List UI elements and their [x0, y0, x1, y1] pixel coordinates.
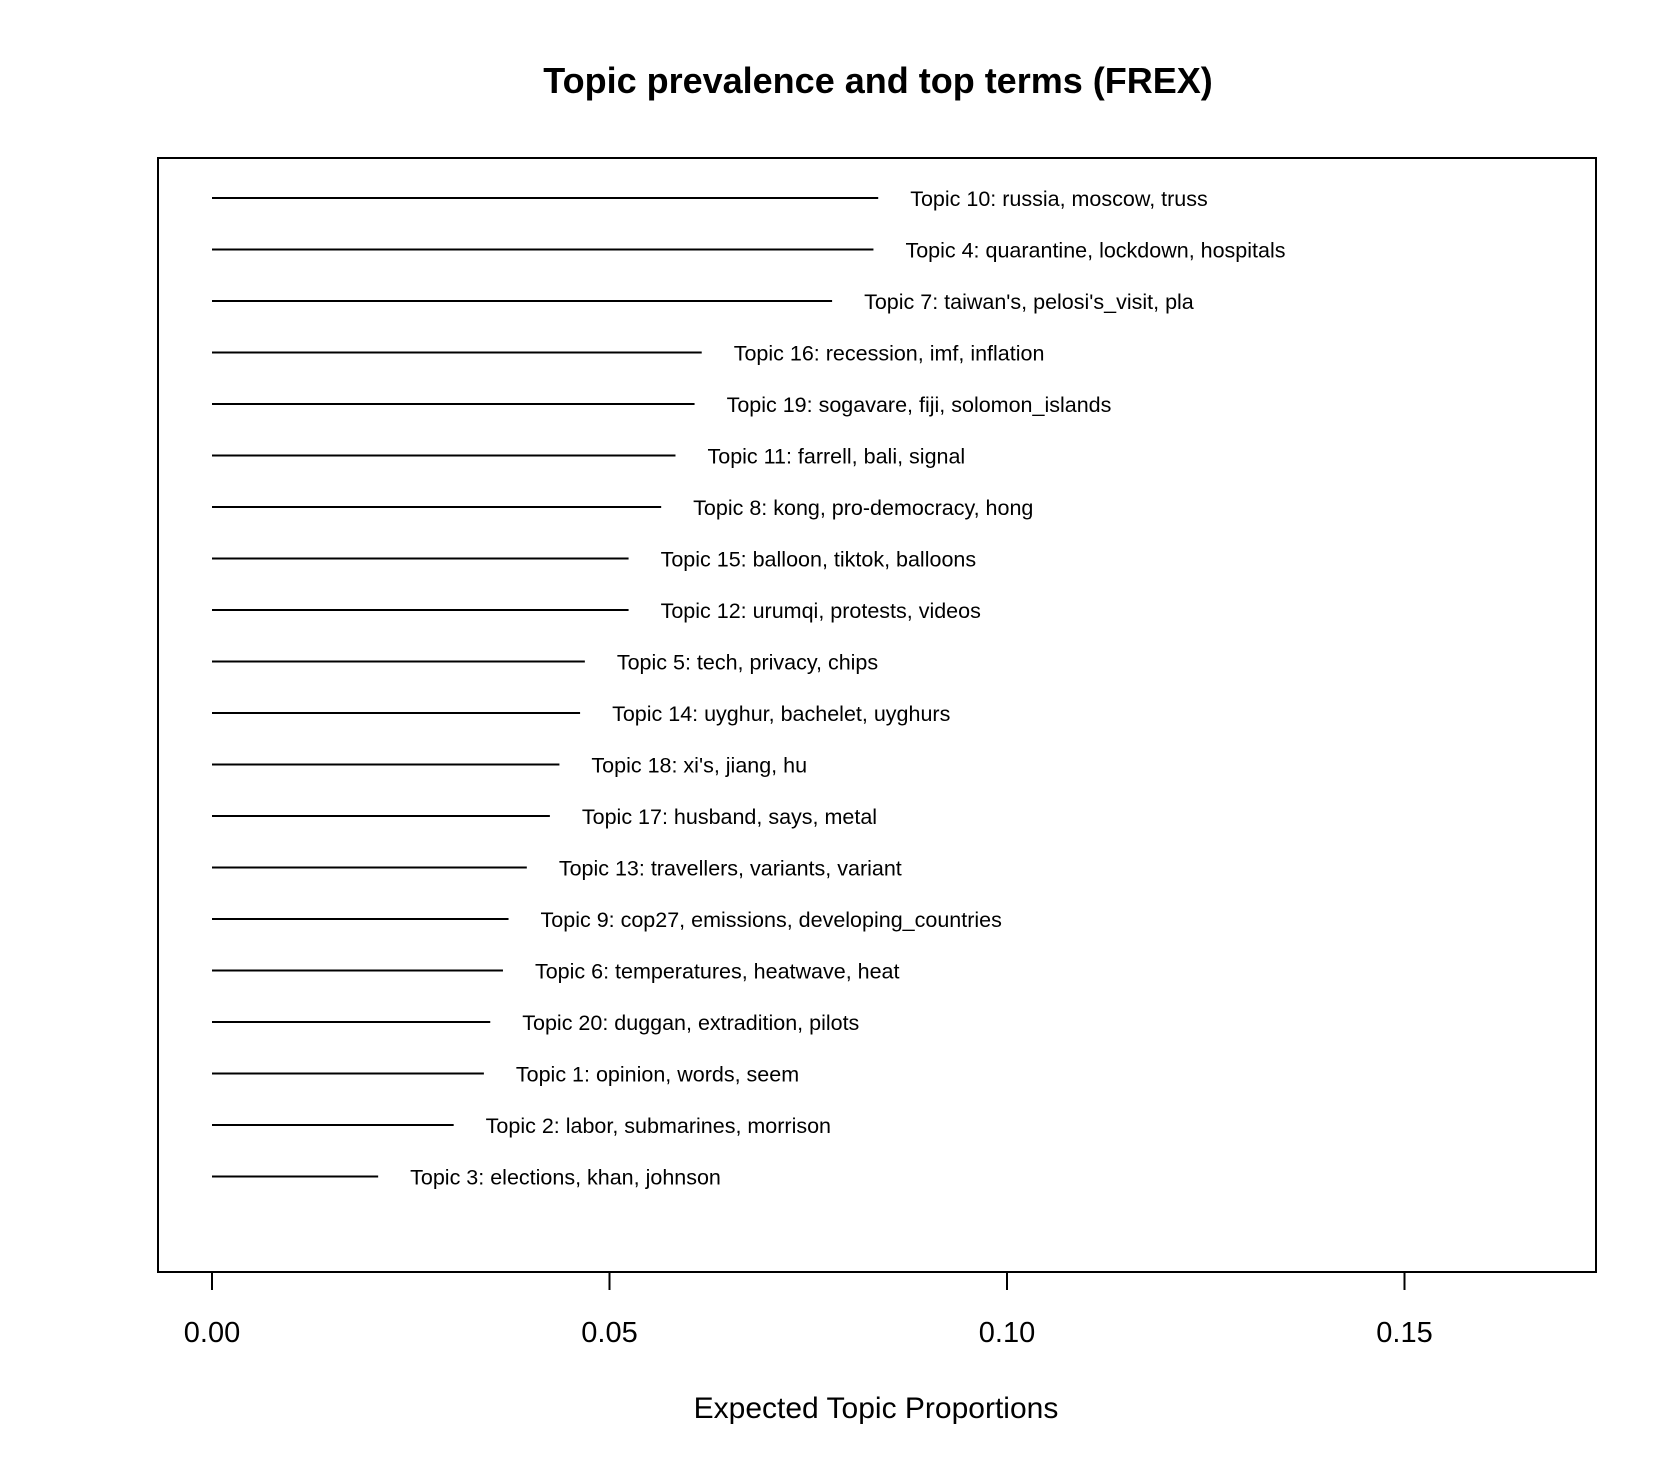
bar-label: Topic 10: russia, moscow, truss — [910, 187, 1208, 211]
bar-label: Topic 16: recession, imf, inflation — [734, 342, 1045, 366]
bar-label: Topic 1: opinion, words, seem — [516, 1063, 799, 1087]
x-tick-label: 0.05 — [581, 1317, 637, 1349]
x-tick-label: 0.00 — [184, 1317, 240, 1349]
x-tick-label: 0.15 — [1376, 1317, 1432, 1349]
bar-label: Topic 19: sogavare, fiji, solomon_island… — [727, 393, 1112, 417]
bar-label: Topic 8: kong, pro-democracy, hong — [693, 496, 1033, 520]
bar-label: Topic 2: labor, submarines, morrison — [486, 1114, 831, 1138]
bar-label: Topic 7: taiwan's, pelosi's_visit, pla — [864, 290, 1194, 314]
x-axis-ticks: 0.00 0.05 0.10 0.15 — [184, 1272, 1433, 1349]
bar-label: Topic 13: travellers, variants, variant — [559, 857, 902, 881]
x-axis-title: Expected Topic Proportions — [694, 1392, 1059, 1425]
x-tick-label: 0.10 — [979, 1317, 1035, 1349]
bar-label: Topic 11: farrell, bali, signal — [707, 445, 965, 469]
bar-label: Topic 17: husband, says, metal — [582, 805, 877, 829]
bar-label: Topic 6: temperatures, heatwave, heat — [535, 960, 900, 984]
bar-label: Topic 4: quarantine, lockdown, hospitals — [905, 239, 1285, 263]
bar-label: Topic 20: duggan, extradition, pilots — [522, 1011, 859, 1035]
chart-title: Topic prevalence and top terms (FREX) — [543, 60, 1212, 101]
bar-label: Topic 15: balloon, tiktok, balloons — [661, 548, 977, 572]
bar-label: Topic 3: elections, khan, johnson — [410, 1166, 721, 1190]
bar-label: Topic 12: urumqi, protests, videos — [661, 599, 981, 623]
bar-label: Topic 14: uyghur, bachelet, uyghurs — [612, 702, 950, 726]
bar-label: Topic 5: tech, privacy, chips — [617, 651, 878, 675]
bar-label: Topic 9: cop27, emissions, developing_co… — [541, 908, 1002, 932]
bar-label: Topic 18: xi's, jiang, hu — [591, 754, 807, 778]
bar-group: Topic 10: russia, moscow, truss Topic 4: … — [212, 187, 1286, 1190]
